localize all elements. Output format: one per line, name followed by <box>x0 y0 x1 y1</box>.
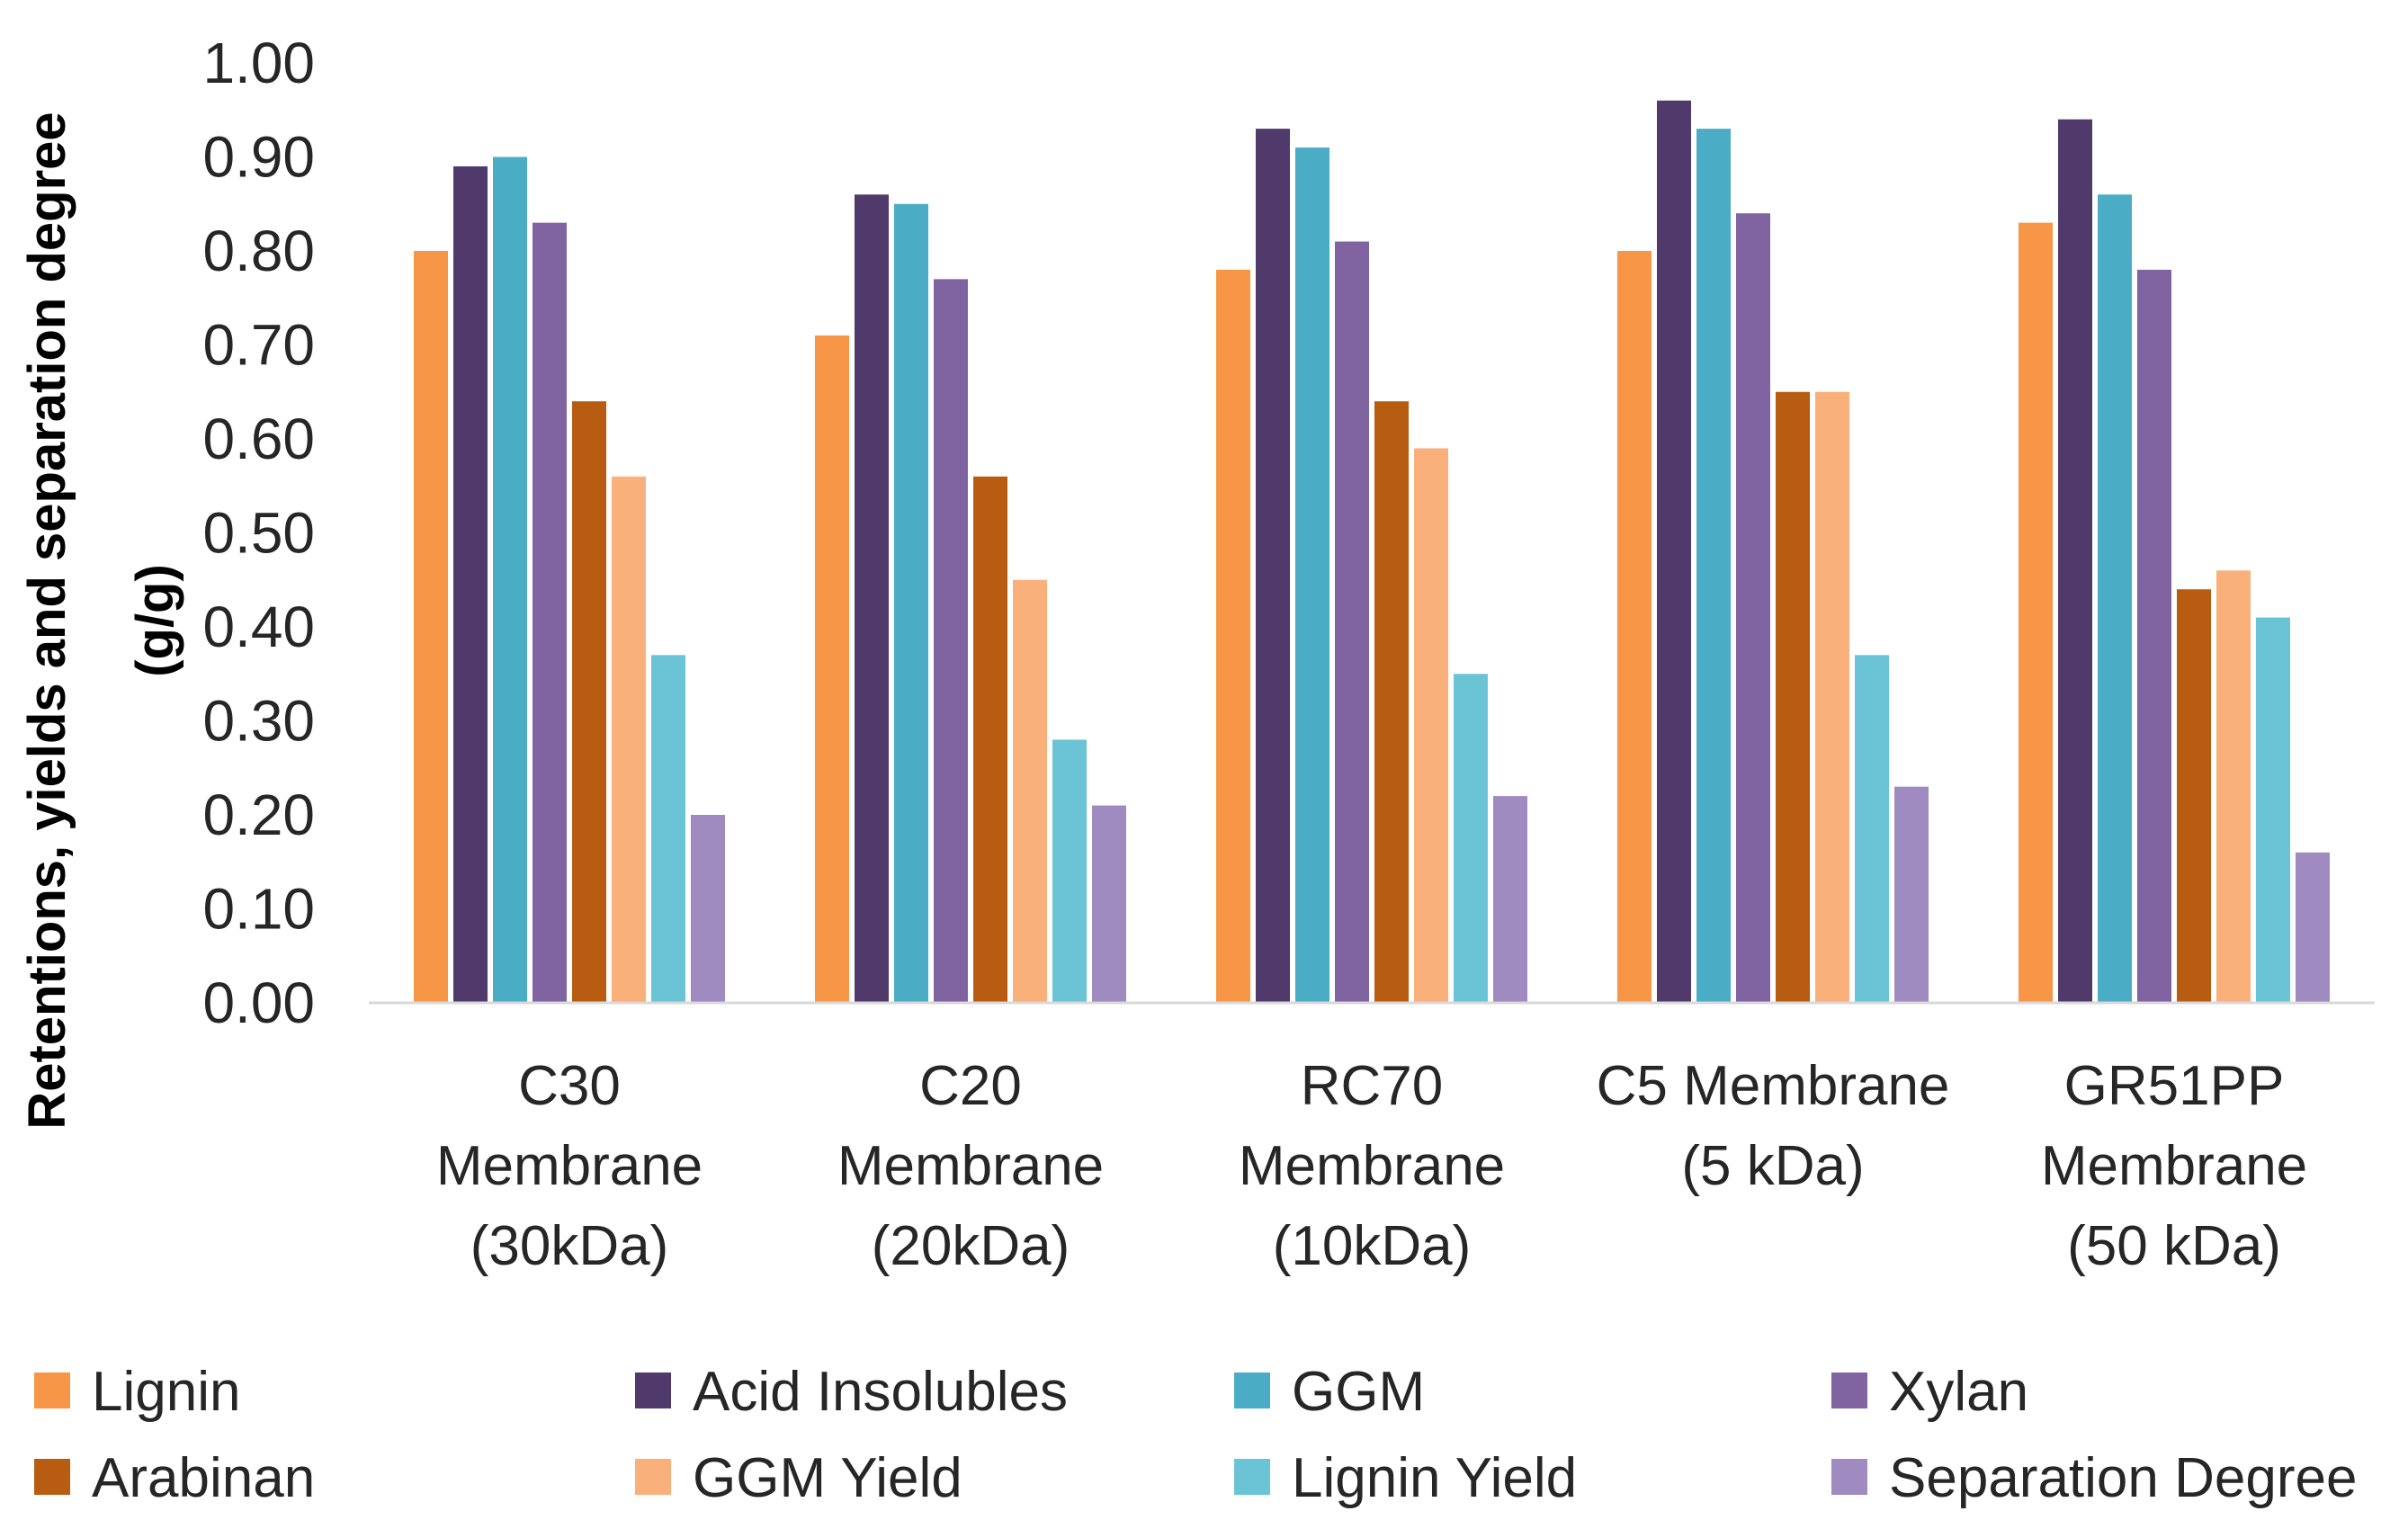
legend-swatch <box>1234 1459 1270 1495</box>
y-tick-label: 0.20 <box>202 782 315 847</box>
bar-acid-insolubles <box>1657 100 1691 1004</box>
x-category-label: Membrane <box>1239 1135 1505 1197</box>
x-category-label: GR51PP <box>2064 1055 2285 1117</box>
legend-swatch <box>1831 1459 1867 1495</box>
bar-arabinan <box>1374 401 1409 1003</box>
x-axis-labels: C30 Membrane (30kDa) C20 Membrane (20kDa) RC70… <box>436 1055 2307 1277</box>
bar-separation-degree <box>1493 796 1527 1003</box>
bars <box>414 100 2330 1004</box>
legend-label: Lignin Yield <box>1292 1447 1577 1509</box>
legend-label: Arabinan <box>92 1447 315 1509</box>
legend-swatch <box>635 1373 671 1408</box>
legend: Lignin Acid Insolubles GGM Xylan Arabinan GGM… <box>34 1361 2357 1509</box>
bar-ggm-yield <box>1815 391 1849 1003</box>
bar-ggm <box>1295 148 1329 1004</box>
bar-separation-degree <box>691 815 725 1003</box>
bar-lignin <box>2019 222 2053 1003</box>
y-tick-label: 0.50 <box>202 501 315 566</box>
bar-lignin-yield <box>1454 674 1488 1003</box>
x-category-label: (20kDa) <box>872 1215 1070 1277</box>
bar-separation-degree <box>1092 805 1126 1003</box>
bar-acid-insolubles <box>855 194 889 1004</box>
legend-label: GGM Yield <box>693 1447 962 1509</box>
x-category-label: Membrane <box>436 1135 703 1197</box>
bar-ggm-yield <box>1013 579 1047 1003</box>
legend-swatch <box>635 1459 671 1495</box>
bar-lignin <box>414 251 448 1003</box>
y-tick-label: 0.80 <box>202 219 315 283</box>
y-tick-label: 0.10 <box>202 877 315 942</box>
y-tick-label: 1.00 <box>202 31 315 95</box>
y-tick-label: 0.90 <box>202 125 315 190</box>
x-category-label: RC70 <box>1301 1055 1444 1117</box>
bar-lignin-yield <box>651 655 685 1003</box>
x-category-label: (50 kDa) <box>2067 1215 2281 1277</box>
x-category-label: C20 <box>919 1055 1022 1117</box>
bar-ggm <box>894 203 928 1003</box>
bar-separation-degree <box>2296 852 2330 1003</box>
x-category-label: C5 Membrane <box>1597 1055 1950 1117</box>
legend-label: Acid Insolubles <box>693 1361 1068 1423</box>
bar-lignin-yield <box>1052 739 1087 1003</box>
y-axis-title: Retentions, yields and separation degree… <box>18 112 184 1129</box>
bar-acid-insolubles <box>1256 129 1290 1003</box>
legend-swatch <box>1831 1373 1867 1408</box>
bar-arabinan <box>973 476 1007 1003</box>
bar-lignin-yield <box>1855 655 1889 1003</box>
legend-swatch <box>34 1459 70 1495</box>
bar-xylan <box>1335 241 1369 1003</box>
bar-acid-insolubles <box>453 165 488 1003</box>
bar-arabinan <box>2177 589 2211 1003</box>
y-axis-title-line1: Retentions, yields and separation degree <box>18 112 76 1129</box>
bar-xylan <box>2137 269 2171 1003</box>
bar-ggm <box>2098 194 2132 1004</box>
bar-ggm-yield <box>2216 570 2251 1003</box>
bar-xylan <box>1736 213 1770 1003</box>
legend-label: Xylan <box>1889 1361 2028 1423</box>
bar-lignin <box>1617 251 1652 1003</box>
bar-ggm <box>493 156 527 1003</box>
x-category-label: (10kDa) <box>1273 1215 1472 1277</box>
legend-swatch <box>34 1373 70 1408</box>
legend-label: Separation Degree <box>1889 1447 2357 1509</box>
bar-ggm-yield <box>1414 448 1448 1003</box>
bar-xylan <box>533 222 567 1003</box>
bar-acid-insolubles <box>2058 119 2092 1003</box>
x-category-label: (5 kDa) <box>1681 1135 1864 1197</box>
bar-xylan <box>934 279 968 1004</box>
y-axis-title-line2: (g/g) <box>126 564 184 677</box>
y-axis: 0.00 0.10 0.20 0.30 0.40 0.50 0.60 0.70 0.80 0.90… <box>202 31 315 1035</box>
bar-lignin-yield <box>2256 617 2290 1003</box>
bar-separation-degree <box>1894 786 1929 1003</box>
bar-arabinan <box>572 401 606 1003</box>
legend-label: GGM <box>1292 1361 1425 1423</box>
y-tick-label: 0.40 <box>202 595 315 659</box>
y-tick-label: 0.70 <box>202 313 315 378</box>
bar-ggm <box>1696 129 1731 1003</box>
x-category-label: C30 <box>518 1055 621 1117</box>
bar-ggm-yield <box>612 476 646 1003</box>
bar-lignin <box>815 335 849 1003</box>
x-category-label: (30kDa) <box>470 1215 669 1277</box>
x-category-label: Membrane <box>837 1135 1104 1197</box>
bar-lignin <box>1216 269 1250 1003</box>
x-category-label: Membrane <box>2041 1135 2307 1197</box>
y-tick-label: 0.60 <box>202 407 315 471</box>
bar-arabinan <box>1776 391 1810 1003</box>
legend-label: Lignin <box>92 1361 240 1423</box>
legend-swatch <box>1234 1373 1270 1408</box>
y-tick-label: 0.30 <box>202 689 315 754</box>
y-tick-label: 0.00 <box>202 970 315 1035</box>
